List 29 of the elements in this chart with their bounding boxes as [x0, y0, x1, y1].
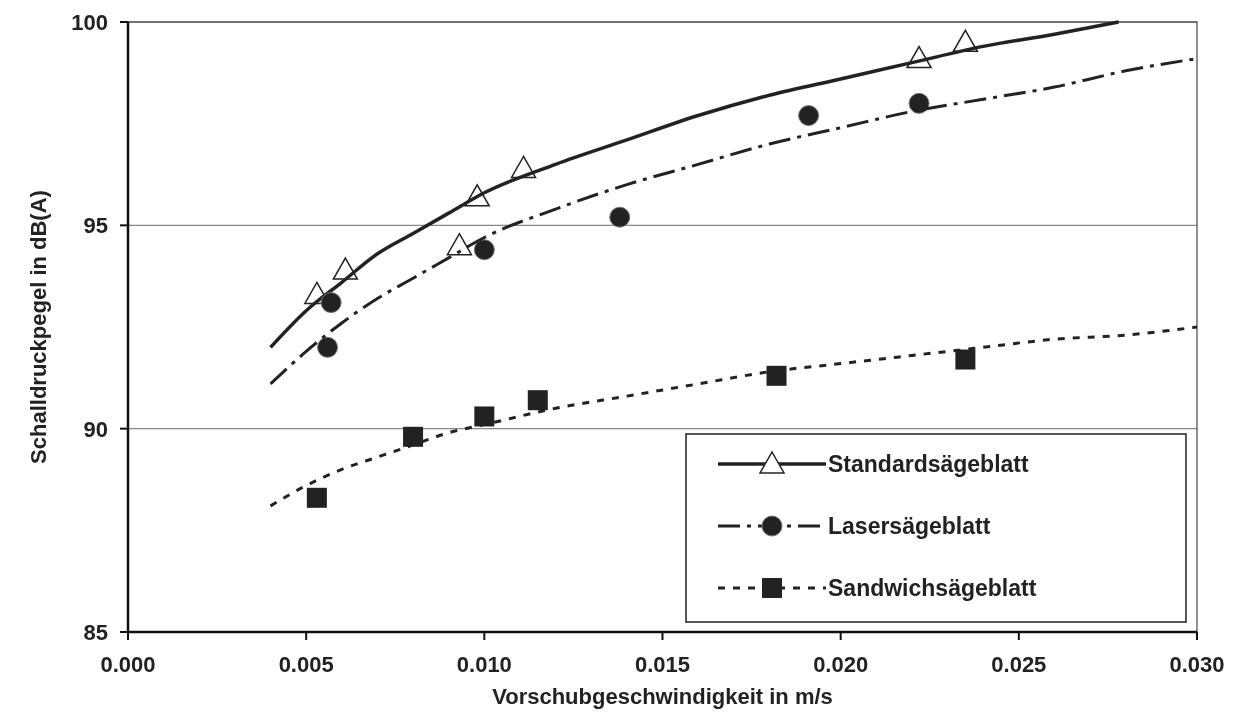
point: [473, 239, 495, 261]
y-axis-title: Schalldruckpegel in dB(A): [26, 190, 51, 464]
point: [474, 406, 495, 427]
y-tick-label: 85: [83, 620, 108, 645]
x-tick-label: 0.000: [100, 652, 156, 677]
x-tick-label: 0.020: [813, 652, 869, 677]
point: [766, 365, 787, 386]
y-tick-label: 95: [83, 213, 108, 239]
y-tick-label: 90: [83, 416, 108, 442]
point: [317, 336, 339, 358]
x-tick-label: 0.025: [991, 652, 1047, 677]
legend-label: Sandwichsägeblatt: [828, 575, 1037, 601]
legend-label: Lasersägeblatt: [828, 513, 991, 539]
point: [403, 426, 424, 447]
legend-label: Standardsägeblatt: [828, 451, 1029, 477]
x-tick-label: 0.010: [456, 652, 512, 677]
y-tick-label: 100: [71, 10, 108, 35]
x-tick-label: 0.015: [634, 652, 691, 677]
x-tick-label: 0.030: [1169, 652, 1225, 677]
point: [320, 292, 342, 314]
point: [798, 105, 820, 127]
point: [955, 349, 976, 370]
x-axis-title: Vorschubgeschwindigkeit in m/s: [492, 684, 833, 709]
point: [306, 487, 327, 508]
point: [908, 92, 930, 114]
point: [446, 232, 473, 256]
x-tick-label: 0.005: [278, 652, 334, 677]
point: [609, 206, 631, 228]
point: [527, 390, 548, 411]
